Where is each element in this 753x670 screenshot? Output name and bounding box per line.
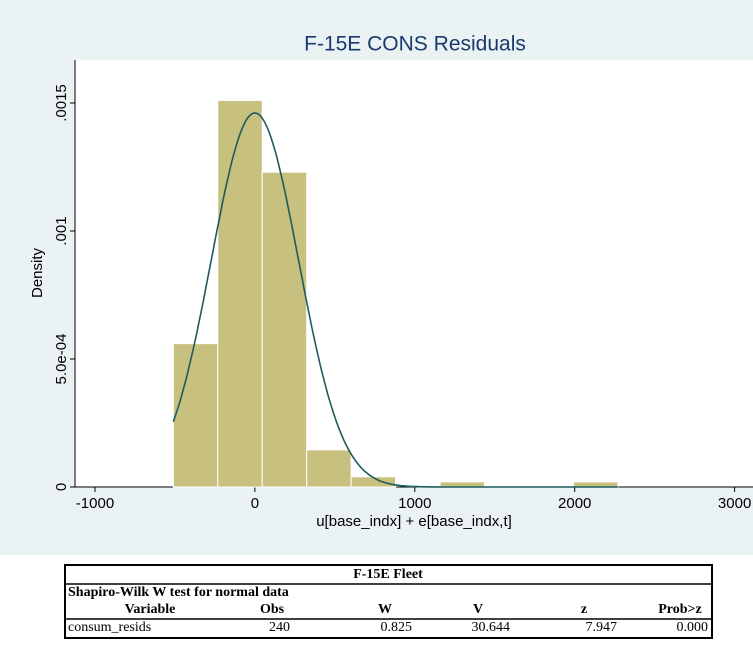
table: F-15E Fleet Shapiro-Wilk W test for norm… (64, 564, 713, 639)
y-tick-label: 5.0e-04 (53, 334, 70, 385)
bar (172, 343, 219, 488)
y-axis-label: Density (29, 247, 46, 298)
table-cell: 7.947 (586, 620, 618, 635)
table-cell: 0.825 (381, 620, 413, 635)
column-header: V (473, 602, 483, 617)
y-tick-label: .001 (53, 216, 70, 245)
y-tick-label: 0 (53, 483, 70, 491)
bar (261, 171, 308, 488)
table-cell: 0.000 (677, 620, 709, 635)
table-subtitle: Shapiro-Wilk W test for normal data (68, 585, 289, 600)
chart-title: F-15E CONS Residuals (304, 33, 526, 56)
x-tick-label: 0 (251, 495, 259, 512)
x-tick-label: 1000 (398, 495, 431, 512)
bar (306, 449, 352, 488)
table-border (64, 564, 713, 639)
column-header: Variable (125, 602, 176, 617)
column-header: W (378, 602, 392, 617)
table-cell: 30.644 (472, 620, 511, 635)
x-tick-label: 2000 (558, 495, 591, 512)
x-tick-label: -1000 (76, 495, 114, 512)
table-cell: 240 (269, 620, 290, 635)
bar (217, 99, 263, 488)
x-axis-label: u[base_indx] + e[base_indx,t] (316, 513, 512, 530)
normal-curve (172, 112, 618, 488)
x-tick-label: 3000 (718, 495, 751, 512)
y-tick-label: .0015 (53, 84, 70, 122)
column-header: z (581, 602, 587, 617)
table-cell: consum_resids (68, 620, 151, 635)
table-title: F-15E Fleet (353, 567, 423, 582)
column-header: Obs (260, 602, 285, 617)
column-header: Prob>z (658, 602, 702, 617)
